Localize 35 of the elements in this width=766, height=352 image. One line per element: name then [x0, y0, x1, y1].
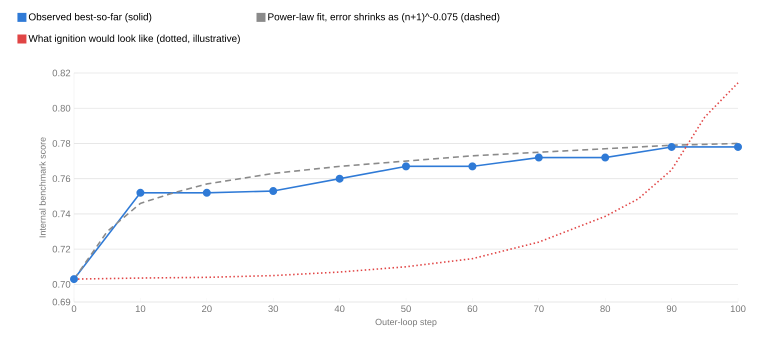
point — [402, 162, 410, 170]
x-axis-title: Outer-loop step — [376, 318, 437, 327]
x-tick-label: 10 — [136, 305, 146, 312]
point — [202, 188, 211, 197]
x-tick-label: 70 — [534, 305, 544, 312]
x-tick-label: 60 — [468, 305, 478, 312]
point — [70, 275, 78, 284]
x-tick-label: 90 — [666, 305, 676, 312]
y-tick-label: 0.78 — [52, 140, 70, 147]
y-tick-label: 0.80 — [52, 104, 70, 112]
x-tick-label: 30 — [268, 305, 278, 312]
y-tick-label: 0.76 — [52, 175, 70, 182]
x-tick-label: 50 — [401, 305, 411, 312]
legend-label: Observed best-so-far (solid) — [28, 13, 152, 22]
point — [336, 174, 344, 183]
point — [534, 154, 543, 162]
point — [734, 142, 742, 151]
x-tick-label: 80 — [600, 305, 610, 312]
legend-label: Power-law fit, error shrinks as (n+1)^-0.075 (dashed) — [268, 13, 500, 22]
x-tick-label: 40 — [334, 305, 344, 312]
y-tick-label: 0.72 — [52, 246, 70, 253]
point — [136, 188, 144, 197]
point — [668, 142, 676, 151]
y-tick-label: 0.82 — [52, 70, 70, 76]
y-tick-label: 0.69 — [52, 298, 70, 306]
legend-label: What ignition would look like (dotted, illustrative) — [28, 34, 240, 44]
point — [468, 162, 476, 170]
x-tick-label: 0 — [72, 305, 76, 312]
x-tick-label: 100 — [730, 305, 746, 312]
y-tick-label: 0.70 — [52, 281, 70, 288]
y-axis-title: Internal benchmark score — [39, 137, 46, 238]
y-tick-label: 0.74 — [52, 210, 70, 218]
point — [601, 154, 610, 162]
point — [269, 187, 278, 196]
x-tick-label: 20 — [202, 305, 212, 312]
